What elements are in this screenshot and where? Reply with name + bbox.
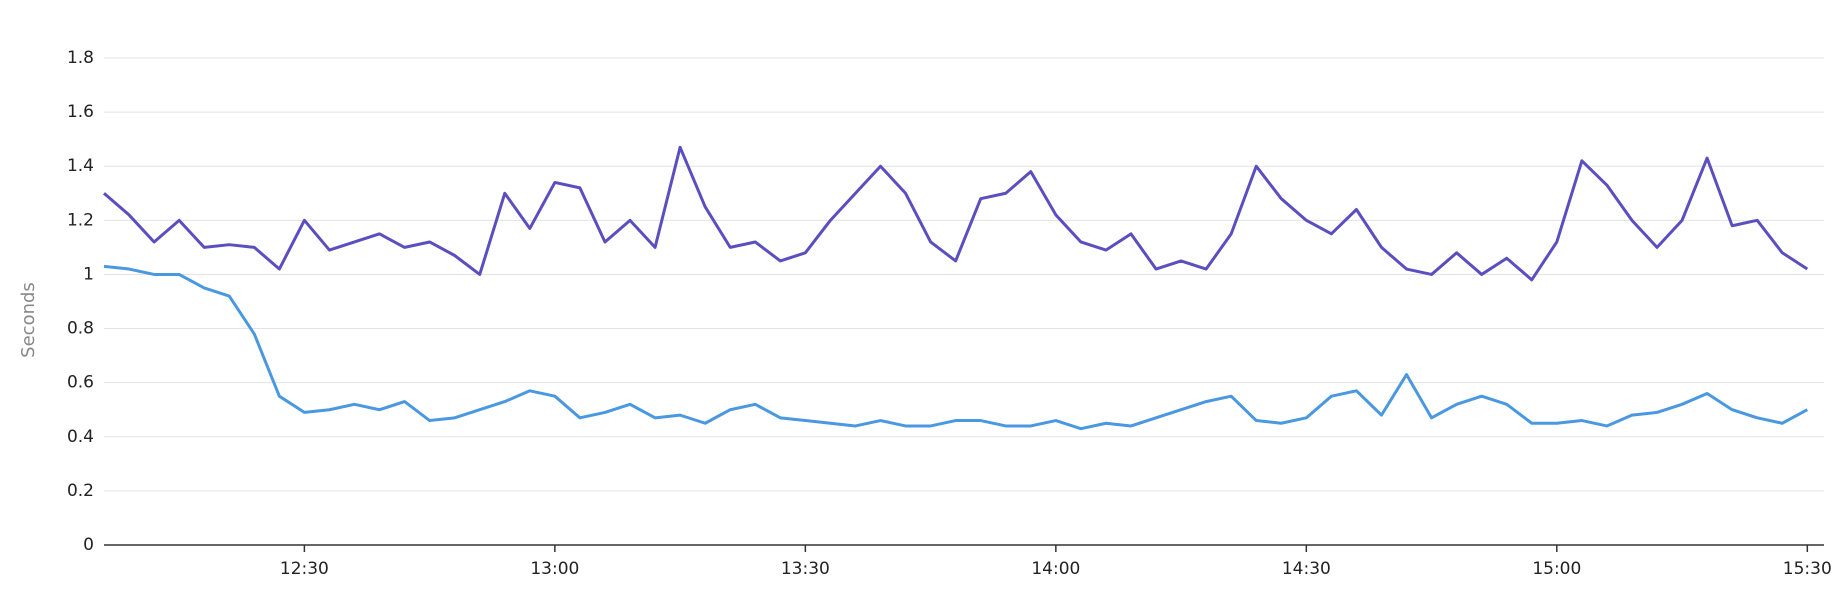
x-tick-label: 15:30: [1783, 559, 1832, 579]
y-tick-label: 0.8: [67, 319, 94, 339]
y-tick-label: 1: [83, 264, 94, 284]
line-series: [103, 264, 1809, 431]
x-tick-label: 13:30: [781, 559, 830, 579]
y-tick-label: 1.8: [67, 48, 94, 68]
y-tick-label: 0.2: [67, 481, 94, 501]
y-tick-label: 0.4: [67, 427, 94, 447]
x-tick-label: 14:30: [1282, 559, 1331, 579]
x-tick-label: 15:00: [1532, 559, 1581, 579]
x-tick-label: 14:00: [1031, 559, 1080, 579]
y-tick-label: 1.6: [67, 102, 94, 122]
line-series: [103, 145, 1809, 282]
y-tick-label: 1.4: [67, 156, 94, 176]
y-tick-label: 0: [83, 535, 94, 555]
y-tick-label: 0.6: [67, 373, 94, 393]
x-tick-label: 12:30: [280, 559, 329, 579]
y-axis-title: Seconds: [18, 282, 39, 358]
y-tick-label: 1.2: [67, 210, 94, 230]
x-tick-label: 13:00: [530, 559, 579, 579]
